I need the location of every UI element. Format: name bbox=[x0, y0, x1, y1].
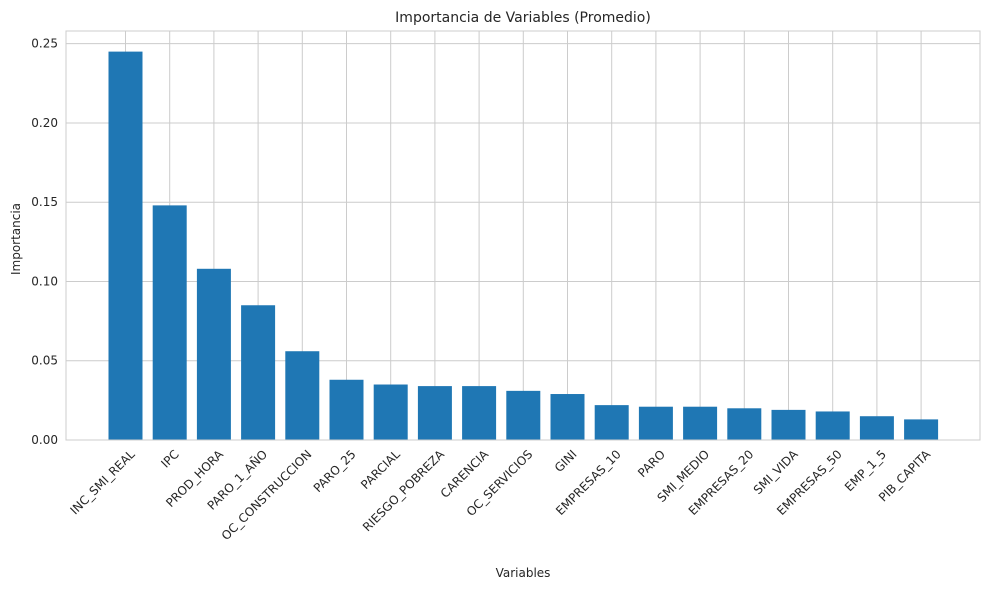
bar-emp-1-5 bbox=[859, 416, 894, 440]
y-tick-label: 0.20 bbox=[31, 116, 58, 130]
x-tick-label: IPC bbox=[158, 447, 181, 470]
bar-ipc bbox=[152, 205, 187, 440]
y-tick-label: 0.05 bbox=[31, 354, 58, 368]
x-tick-label: PARO bbox=[635, 447, 668, 480]
x-tick-label: GINI bbox=[552, 447, 580, 475]
x-tick-label: EMP_1_5 bbox=[842, 447, 889, 494]
bar-prod-hora bbox=[196, 268, 231, 440]
bar-gini bbox=[550, 394, 585, 440]
y-axis-label: Importancia bbox=[9, 203, 23, 275]
bar-pib-capita bbox=[904, 419, 939, 440]
bar-empresas-50 bbox=[815, 411, 850, 440]
bar-oc-servicios bbox=[506, 390, 541, 440]
y-tick-label: 0.00 bbox=[31, 433, 58, 447]
x-tick-label: PARCIAL bbox=[358, 447, 403, 492]
x-tick-label: PARO_25 bbox=[311, 447, 359, 495]
bar-empresas-20 bbox=[727, 408, 762, 440]
y-tick-labels: 0.00 0.05 0.10 0.15 0.20 0.25 bbox=[31, 37, 58, 447]
bar-paro bbox=[638, 406, 673, 440]
bar-carencia bbox=[462, 386, 497, 440]
x-tick-labels: INC_SMI_REAL IPCPROD_HORAPARO_1_AÑOOC_CON… bbox=[67, 447, 933, 543]
bar-paro-25 bbox=[329, 379, 364, 440]
bar-smi-medio bbox=[683, 406, 718, 440]
bars-layer bbox=[108, 51, 939, 441]
bar-oc-construccion bbox=[285, 351, 320, 440]
y-tick-label: 0.10 bbox=[31, 274, 58, 288]
x-tick-label: INC_SMI_REAL bbox=[67, 447, 137, 517]
bar-parcial bbox=[373, 384, 408, 440]
x-tick-label: RIESGO_POBREZA bbox=[360, 447, 448, 535]
chart-title: Importancia de Variables (Promedio) bbox=[395, 10, 651, 26]
y-tick-label: 0.15 bbox=[31, 195, 58, 209]
bar-smi-vida bbox=[771, 409, 806, 440]
y-tick-label: 0.25 bbox=[31, 37, 58, 51]
bar-riesgo-pobreza bbox=[417, 386, 452, 440]
x-tick-label: OC_CONSTRUCCION bbox=[219, 447, 315, 543]
x-axis-label: Variables bbox=[496, 566, 551, 580]
bar-empresas-10 bbox=[594, 405, 629, 440]
bar-inc-smi-real bbox=[108, 51, 143, 441]
grid-layer bbox=[66, 31, 980, 441]
plot-frame bbox=[65, 30, 981, 441]
bar-paro-1-año bbox=[241, 305, 276, 440]
